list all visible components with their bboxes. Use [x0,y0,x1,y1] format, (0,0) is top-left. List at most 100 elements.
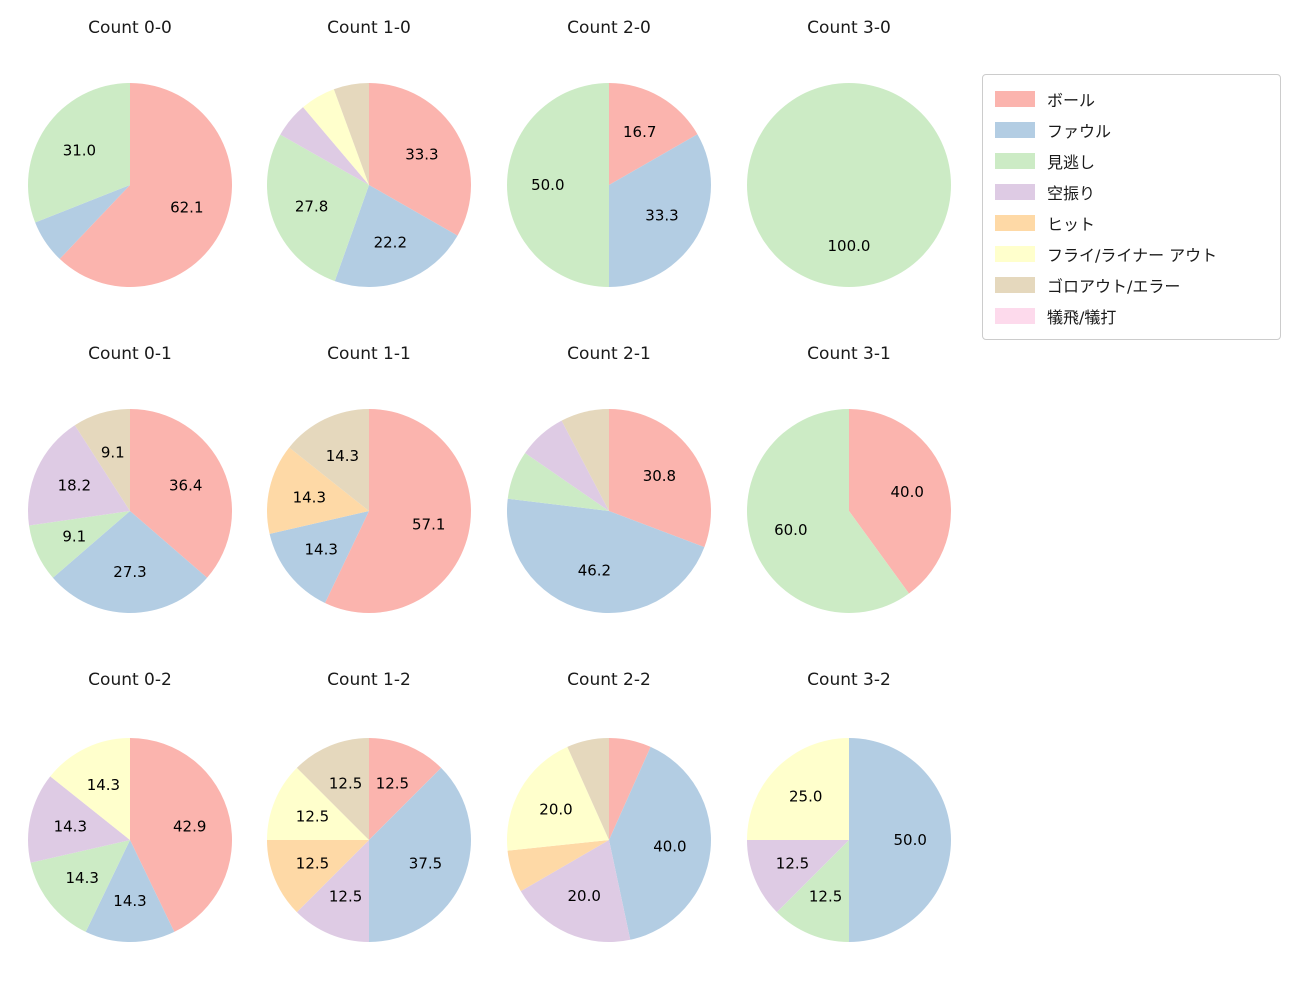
pie-slice-foul [849,738,951,942]
pie-slice-ground_out_error [561,409,609,511]
pie-slice-foul [334,185,458,288]
pie-slice-swinging_strike [296,840,369,942]
legend-swatch-swinging-strike [995,183,1035,200]
slice-value-label: 14.3 [54,817,87,835]
slice-value-label: 33.3 [405,145,438,163]
slice-value-label: 12.5 [376,775,409,793]
slice-value-label: 40.0 [890,483,923,501]
pie-slice-called_strike [29,511,130,578]
pie-slice-called_strike [507,83,609,287]
legend-swatch-ball [995,90,1035,107]
pie-slice-ground_out_error [289,409,369,511]
pie-slice-swinging_strike [28,425,131,526]
slice-value-label: 100.0 [828,237,871,255]
pie-slice-fly_liner_out [50,738,130,840]
pie-slice-ground_out_error [333,83,369,185]
pie-slice-swinging_strike [28,776,131,863]
slice-value-label: 50.0 [531,176,564,194]
slice-value-label: 42.9 [173,817,206,835]
slice-value-label: 14.3 [304,540,337,558]
pie-title-count-2-1: Count 2-1 [567,344,651,364]
legend-swatch-sacrifice [995,307,1035,324]
legend-swatch-ground-out-error [995,276,1035,293]
legend-item-ground-out-error: ゴロアウト/エラー [995,269,1268,300]
slice-value-label: 9.1 [101,443,125,461]
pie-slice-foul [52,511,208,614]
slice-value-label: 50.0 [893,831,926,849]
slice-value-label: 12.5 [776,854,809,872]
slice-value-label: 22.2 [374,233,407,251]
pie-title-count-1-0: Count 1-0 [327,18,411,38]
slice-value-label: 9.1 [62,527,86,545]
legend-swatch-foul [995,121,1035,138]
slice-value-label: 20.0 [539,801,572,819]
pie-slice-hit [267,447,369,534]
pie-slice-ball [369,83,472,236]
legend-item-fly-liner-out: フライ/ライナー アウト [995,238,1268,269]
pie-slice-swinging_strike [525,420,609,511]
pie-slice-swinging_strike [280,107,369,185]
pie-slice-foul [269,511,369,604]
legend-item-hit: ヒット [995,207,1268,238]
legend-swatch-fly-liner-out [995,245,1035,262]
pie-title-count-1-1: Count 1-1 [327,344,411,364]
pie-slice-called_strike [776,840,849,942]
pie-title-count-0-1: Count 0-1 [88,344,172,364]
slice-value-label: 46.2 [578,561,611,579]
slice-value-label: 12.5 [296,808,329,826]
pie-title-count-2-2: Count 2-2 [567,670,651,690]
pie-slice-foul [369,767,471,942]
slice-value-label: 12.5 [296,854,329,872]
pie-slice-ball [609,409,711,548]
slice-value-label: 14.3 [87,776,120,794]
slice-value-label: 18.2 [58,477,91,495]
slice-value-label: 40.0 [653,837,686,855]
pie-slice-fly_liner_out [303,89,369,185]
slice-value-label: 12.5 [329,775,362,793]
pie-title-count-3-0: Count 3-0 [807,18,891,38]
slice-value-label: 14.3 [65,869,98,887]
pie-slice-hit [267,840,369,913]
pie-slice-called_strike [27,82,130,223]
pie-slice-ball [59,83,233,287]
pie-slice-foul [85,840,175,943]
pie-slice-ball [324,409,471,613]
slice-value-label: 37.5 [409,854,442,872]
pie-slice-called_strike [266,134,369,282]
legend-item-called-strike: 見逃し [995,145,1268,176]
slice-value-label: 31.0 [63,142,96,160]
pie-slice-ball [130,409,233,578]
pie-title-count-1-2: Count 1-2 [327,670,411,690]
pie-slice-ball [369,738,442,840]
slice-value-label: 30.8 [643,467,676,485]
legend-label-foul: ファウル [1047,121,1112,141]
legend-item-swinging-strike: 空振り [995,176,1268,207]
legend-label-ground-out-error: ゴロアウト/エラー [1047,276,1181,296]
pie-slice-called_strike [747,83,951,287]
pie-title-count-3-1: Count 3-1 [807,344,891,364]
slice-value-label: 36.4 [169,477,202,495]
slice-value-label: 20.0 [567,887,600,905]
pie-slice-called_strike [30,840,131,932]
legend-item-ball: ボール [995,83,1268,114]
legend-swatch-called-strike [995,152,1035,169]
slice-value-label: 12.5 [329,888,362,906]
pie-slice-hit [507,840,609,892]
legend-label-swinging-strike: 空振り [1047,183,1096,203]
slice-value-label: 14.3 [326,447,359,465]
pie-slice-called_strike [746,409,909,614]
pie-slice-called_strike [507,453,609,511]
pie-slice-ground_out_error [567,738,609,840]
pie-slice-ball [609,83,698,185]
legend-label-ball: ボール [1047,90,1096,110]
pie-slice-swinging_strike [520,840,631,942]
pie-slice-ball [849,409,951,594]
slice-value-label: 25.0 [789,788,822,806]
slice-value-label: 16.7 [623,123,656,141]
legend: ボール ファウル 見逃し 空振り ヒット フライ/ライナー アウト ゴロアウト/… [982,74,1281,340]
slice-value-label: 57.1 [412,516,445,534]
pie-slice-foul [506,498,705,614]
pie-slice-swinging_strike [747,840,849,913]
